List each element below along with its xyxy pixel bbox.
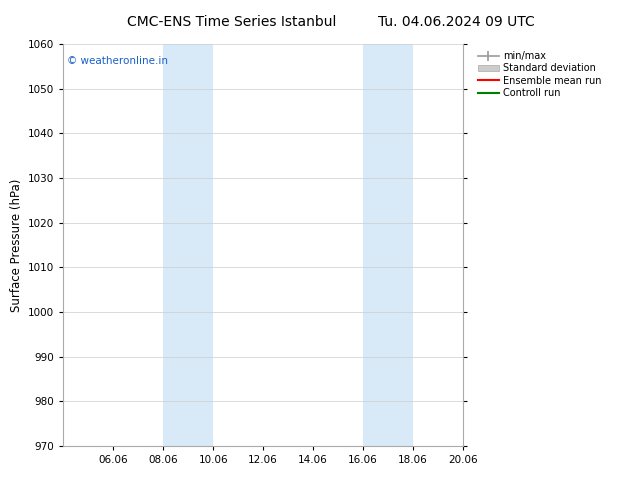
Text: Tu. 04.06.2024 09 UTC: Tu. 04.06.2024 09 UTC (378, 15, 535, 29)
Text: © weatheronline.in: © weatheronline.in (67, 56, 169, 66)
Y-axis label: Surface Pressure (hPa): Surface Pressure (hPa) (10, 178, 23, 312)
Bar (164, 44, 213, 446)
Bar (363, 44, 413, 446)
Legend: min/max, Standard deviation, Ensemble mean run, Controll run: min/max, Standard deviation, Ensemble me… (476, 49, 604, 100)
Text: CMC-ENS Time Series Istanbul: CMC-ENS Time Series Istanbul (127, 15, 336, 29)
